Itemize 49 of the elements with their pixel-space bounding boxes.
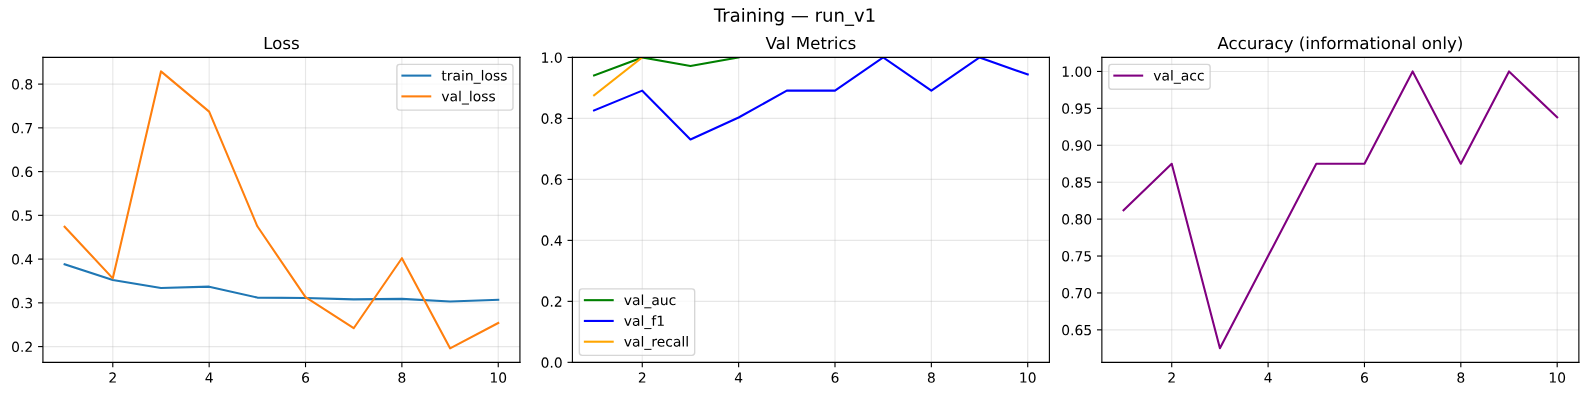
- y-tick-label: 0.6: [541, 174, 562, 185]
- chart-title: Loss: [264, 36, 299, 50]
- y-tick-label: 0.4: [541, 235, 562, 246]
- line-series: [63, 263, 500, 303]
- y-tick-label: 1.0: [542, 52, 562, 63]
- legend-label: val_recall: [624, 336, 688, 350]
- text: Training — run_v1: [713, 7, 875, 26]
- legend-label: train_loss: [441, 69, 507, 84]
- y-tick-label: 0.7: [12, 122, 33, 134]
- legend-label: val_acc: [1153, 69, 1204, 84]
- x-tick-label: 10: [1020, 372, 1036, 383]
- x-tick-label: 6: [302, 372, 310, 383]
- y-tick-label: 0.4: [12, 254, 33, 265]
- x-tick-label: 10: [490, 372, 507, 383]
- chart-title: Accuracy (informational only): [1217, 36, 1462, 53]
- x-tick-label: 8: [1457, 372, 1465, 383]
- y-tick-label: 0.2: [12, 341, 32, 353]
- x-tick-label: 6: [1361, 372, 1368, 383]
- y-tick-label: 0.2: [541, 296, 562, 307]
- chart-title: Val Metrics: [765, 36, 856, 50]
- x-tick-label: 6: [831, 372, 839, 383]
- legend-label: val_auc: [624, 294, 676, 309]
- y-tick-label: 0.75: [1062, 250, 1091, 262]
- line-series: [593, 57, 1029, 141]
- y-tick-label: 0.8: [12, 79, 33, 90]
- y-tick-label: 0.8: [541, 113, 562, 124]
- x-tick-label: 10: [1549, 372, 1566, 383]
- y-tick-label: 1.00: [1062, 66, 1092, 77]
- x-tick-label: 8: [398, 372, 406, 383]
- y-tick-label: 0.5: [12, 210, 32, 221]
- x-tick-label: 4: [205, 372, 213, 383]
- y-tick-label: 0.6: [12, 166, 33, 178]
- x-tick-label: 2: [109, 372, 116, 383]
- line-series: [1122, 70, 1559, 350]
- y-tick-label: 0.3: [12, 297, 33, 309]
- y-tick-label: 0.95: [1062, 103, 1091, 114]
- x-tick-label: 2: [1168, 372, 1175, 383]
- y-tick-label: 0.85: [1062, 177, 1091, 188]
- y-tick-label: 0.70: [1062, 287, 1092, 299]
- legend-label: val_f1: [624, 315, 664, 330]
- x-tick-label: 8: [927, 372, 935, 383]
- x-tick-label: 2: [638, 372, 646, 383]
- x-tick-label: 4: [734, 372, 743, 383]
- y-tick-label: 0.65: [1062, 324, 1091, 336]
- legend-label: val_loss: [441, 90, 496, 105]
- y-tick-label: 0.80: [1062, 214, 1092, 225]
- y-tick-label: 0.90: [1062, 140, 1092, 151]
- y-tick-label: 0.0: [541, 357, 562, 368]
- x-tick-label: 4: [1264, 372, 1272, 383]
